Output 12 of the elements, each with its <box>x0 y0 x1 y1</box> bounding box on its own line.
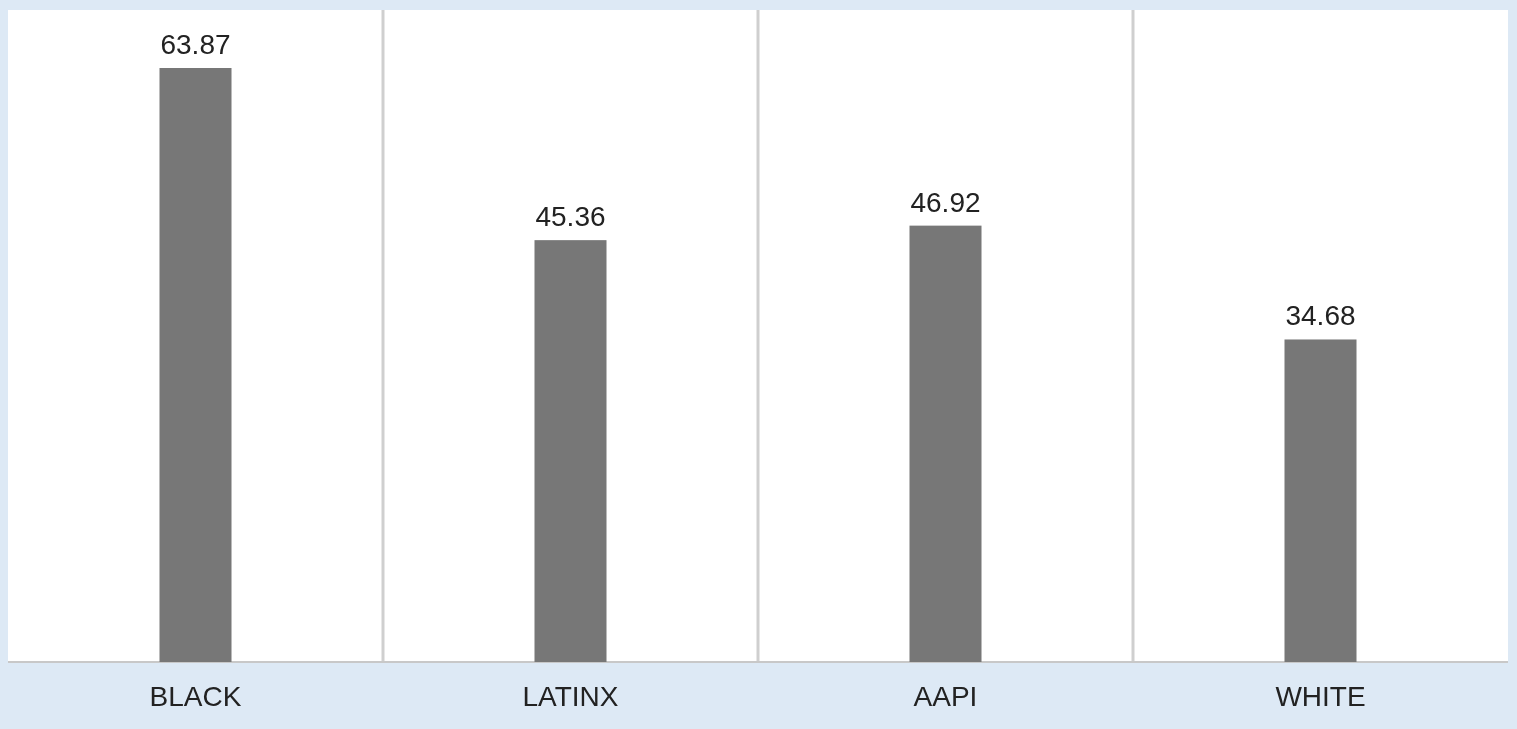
data-label: 46.92 <box>910 186 981 218</box>
bar <box>159 68 232 662</box>
x-tick-label: BLACK <box>149 680 242 712</box>
bar <box>534 240 607 662</box>
data-label: 34.68 <box>1285 300 1356 332</box>
bar <box>909 225 982 662</box>
x-tick-label: LATINX <box>522 680 619 712</box>
data-label: 63.87 <box>160 29 231 60</box>
data-label: 45.36 <box>535 201 606 233</box>
x-tick-label: AAPI <box>913 680 978 712</box>
bar <box>1284 339 1357 662</box>
x-tick-label: WHITE <box>1275 680 1366 712</box>
